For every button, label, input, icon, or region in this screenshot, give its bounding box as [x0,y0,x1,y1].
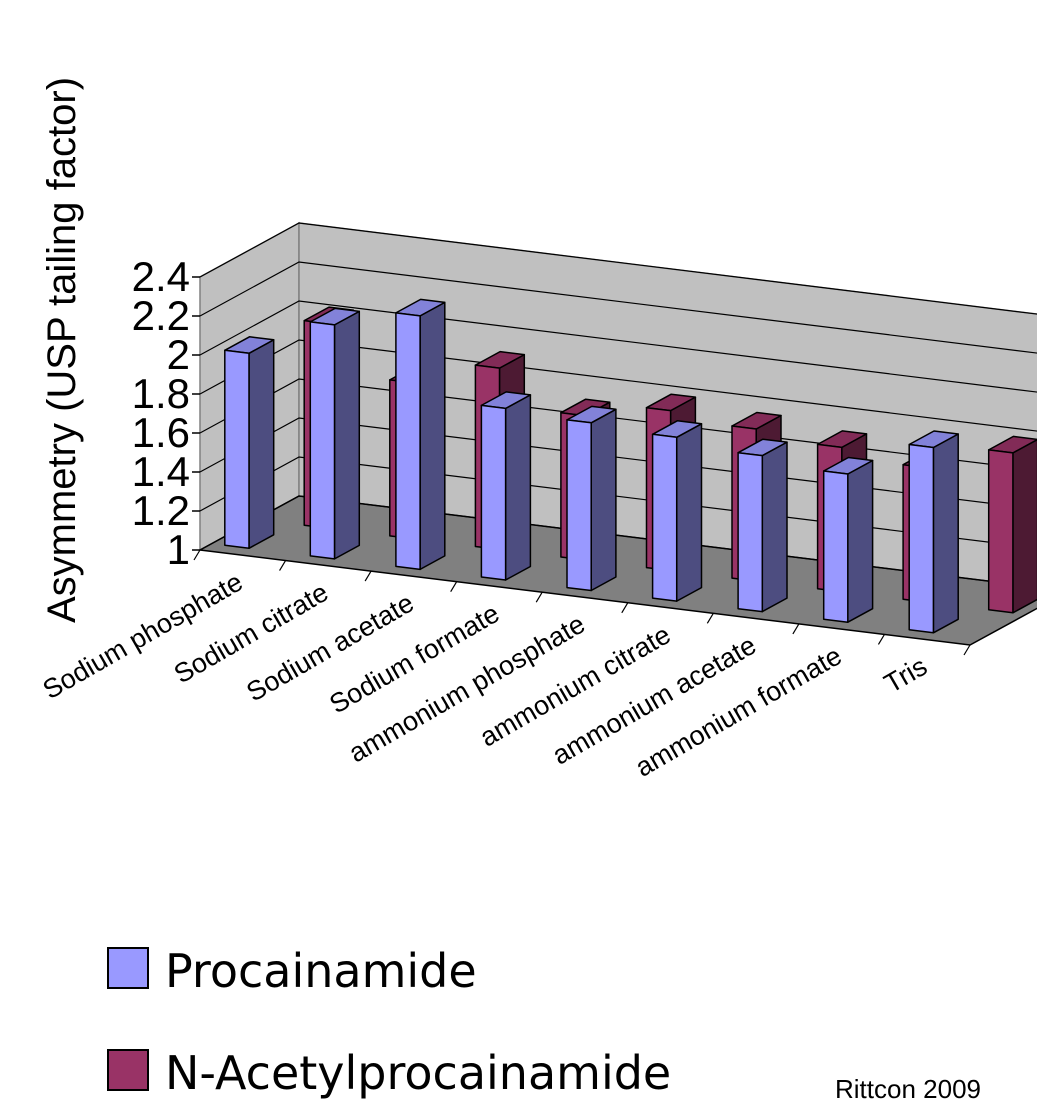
bar-procainamide-2 [395,298,446,571]
x-tick-mark [877,634,885,645]
legend-label-n-acetylprocainamide: N-Acetylprocainamide [165,1046,671,1100]
x-tick-mark [535,591,543,603]
x-tick-mark [279,560,287,571]
bar-side [932,433,959,634]
bar-front [309,321,336,560]
y-tick-label: 1.8 [132,370,190,417]
x-tick-mark [621,602,629,614]
gridline [199,300,1037,393]
y-tick-labels: 11.21.41.61.822.22.4 [132,253,190,573]
bars-group [224,298,1037,634]
x-tick-label: Tris [879,651,932,699]
bar-side [419,301,446,571]
bar-procainamide-1 [309,307,361,560]
legend-swatch-n-acetylprocainamide [107,1049,149,1091]
bar-side [1012,438,1037,614]
x-tick-mark [193,549,201,561]
x-tick-mark [364,570,372,582]
y-tick-label: 1.4 [132,448,190,495]
y-axis-label: Asymmetry (USP tailing factor) [40,77,84,623]
bar-side [504,394,532,581]
bar-front [822,470,849,623]
bar-procainamide-7 [822,456,874,623]
bar-side [675,423,703,602]
bar-front [651,433,678,602]
legend-label-procainamide: Procainamide [165,944,477,998]
bar-front [908,443,935,634]
bar-front [987,449,1014,614]
y-tick-label: 2.4 [132,253,190,300]
bar-procainamide-5 [651,420,703,602]
gridline [199,261,1037,354]
legend: Procainamide N-Acetylprocainamide [107,944,671,1100]
bar-front [395,312,421,571]
bar-front [566,419,592,592]
bar-side [333,310,361,560]
bar-n-acetylprocainamide-8 [987,435,1037,614]
bar-procainamide-8 [908,430,959,634]
legend-swatch-procainamide [107,947,149,989]
x-tick-mark [706,613,714,624]
bar-front [224,349,250,550]
bar-side [761,441,788,613]
bar-side [847,459,874,623]
credit-text: Rittcon 2009 [835,1074,981,1100]
x-tick-mark [963,644,971,656]
y-tick-label: 2 [167,331,190,378]
bar-side [590,408,617,592]
y-tick-label: 1 [167,526,190,573]
x-tick-mark [450,581,458,592]
x-tick-mark [792,623,800,635]
y-tick-label: 1.6 [132,409,190,456]
bar-front [480,404,507,581]
bar-side [248,339,275,550]
y-tick-label: 2.2 [132,292,190,339]
gridline [199,222,1037,315]
bar-procainamide-0 [224,336,275,550]
bar-procainamide-3 [480,391,532,581]
y-tick-label: 1.2 [132,487,190,534]
bar-procainamide-6 [737,438,788,613]
bar-procainamide-4 [566,405,617,592]
bar-front [737,451,764,613]
